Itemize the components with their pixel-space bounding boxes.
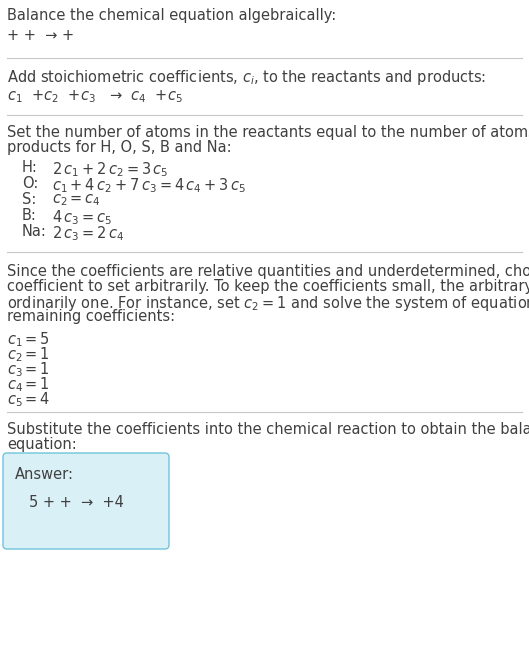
Text: + +  → +: + + → + (7, 28, 74, 43)
Text: equation:: equation: (7, 437, 77, 452)
Text: Answer:: Answer: (15, 467, 74, 482)
Text: H:: H: (22, 160, 38, 175)
Text: remaining coefficients:: remaining coefficients: (7, 309, 175, 324)
FancyBboxPatch shape (3, 453, 169, 549)
Text: $c_2 = 1$: $c_2 = 1$ (7, 345, 50, 364)
Text: Set the number of atoms in the reactants equal to the number of atoms in the: Set the number of atoms in the reactants… (7, 125, 529, 140)
Text: $c_2 = c_4$: $c_2 = c_4$ (52, 192, 101, 208)
Text: $c_1 + 4\,c_2 + 7\,c_3 = 4\,c_4 + 3\,c_5$: $c_1 + 4\,c_2 + 7\,c_3 = 4\,c_4 + 3\,c_5… (52, 176, 246, 195)
Text: coefficient to set arbitrarily. To keep the coefficients small, the arbitrary va: coefficient to set arbitrarily. To keep … (7, 279, 529, 294)
Text: ordinarily one. For instance, set $c_2 = 1$ and solve the system of equations fo: ordinarily one. For instance, set $c_2 =… (7, 294, 529, 313)
Text: $c_5 = 4$: $c_5 = 4$ (7, 390, 50, 408)
Text: Balance the chemical equation algebraically:: Balance the chemical equation algebraica… (7, 8, 336, 23)
Text: Substitute the coefficients into the chemical reaction to obtain the balanced: Substitute the coefficients into the che… (7, 422, 529, 437)
Text: $4\,c_3 = c_5$: $4\,c_3 = c_5$ (52, 208, 112, 227)
Text: $c_1 = 5$: $c_1 = 5$ (7, 330, 50, 349)
Text: O:: O: (22, 176, 39, 191)
Text: Add stoichiometric coefficients, $c_i$, to the reactants and products:: Add stoichiometric coefficients, $c_i$, … (7, 68, 486, 87)
Text: $2\,c_3 = 2\,c_4$: $2\,c_3 = 2\,c_4$ (52, 224, 124, 243)
Text: Na:: Na: (22, 224, 47, 239)
Text: S:: S: (22, 192, 37, 207)
Text: $c_4 = 1$: $c_4 = 1$ (7, 375, 50, 394)
Text: $c_3 = 1$: $c_3 = 1$ (7, 360, 50, 379)
Text: products for H, O, S, B and Na:: products for H, O, S, B and Na: (7, 140, 232, 155)
Text: $c_1$  +$c_2$  +$c_3$   →  $c_4$  +$c_5$: $c_1$ +$c_2$ +$c_3$ → $c_4$ +$c_5$ (7, 88, 183, 105)
Text: B:: B: (22, 208, 37, 223)
Text: 5 + +  →  +4: 5 + + → +4 (29, 495, 124, 510)
Text: Since the coefficients are relative quantities and underdetermined, choose a: Since the coefficients are relative quan… (7, 264, 529, 279)
Text: $2\,c_1 + 2\,c_2 = 3\,c_5$: $2\,c_1 + 2\,c_2 = 3\,c_5$ (52, 160, 169, 179)
